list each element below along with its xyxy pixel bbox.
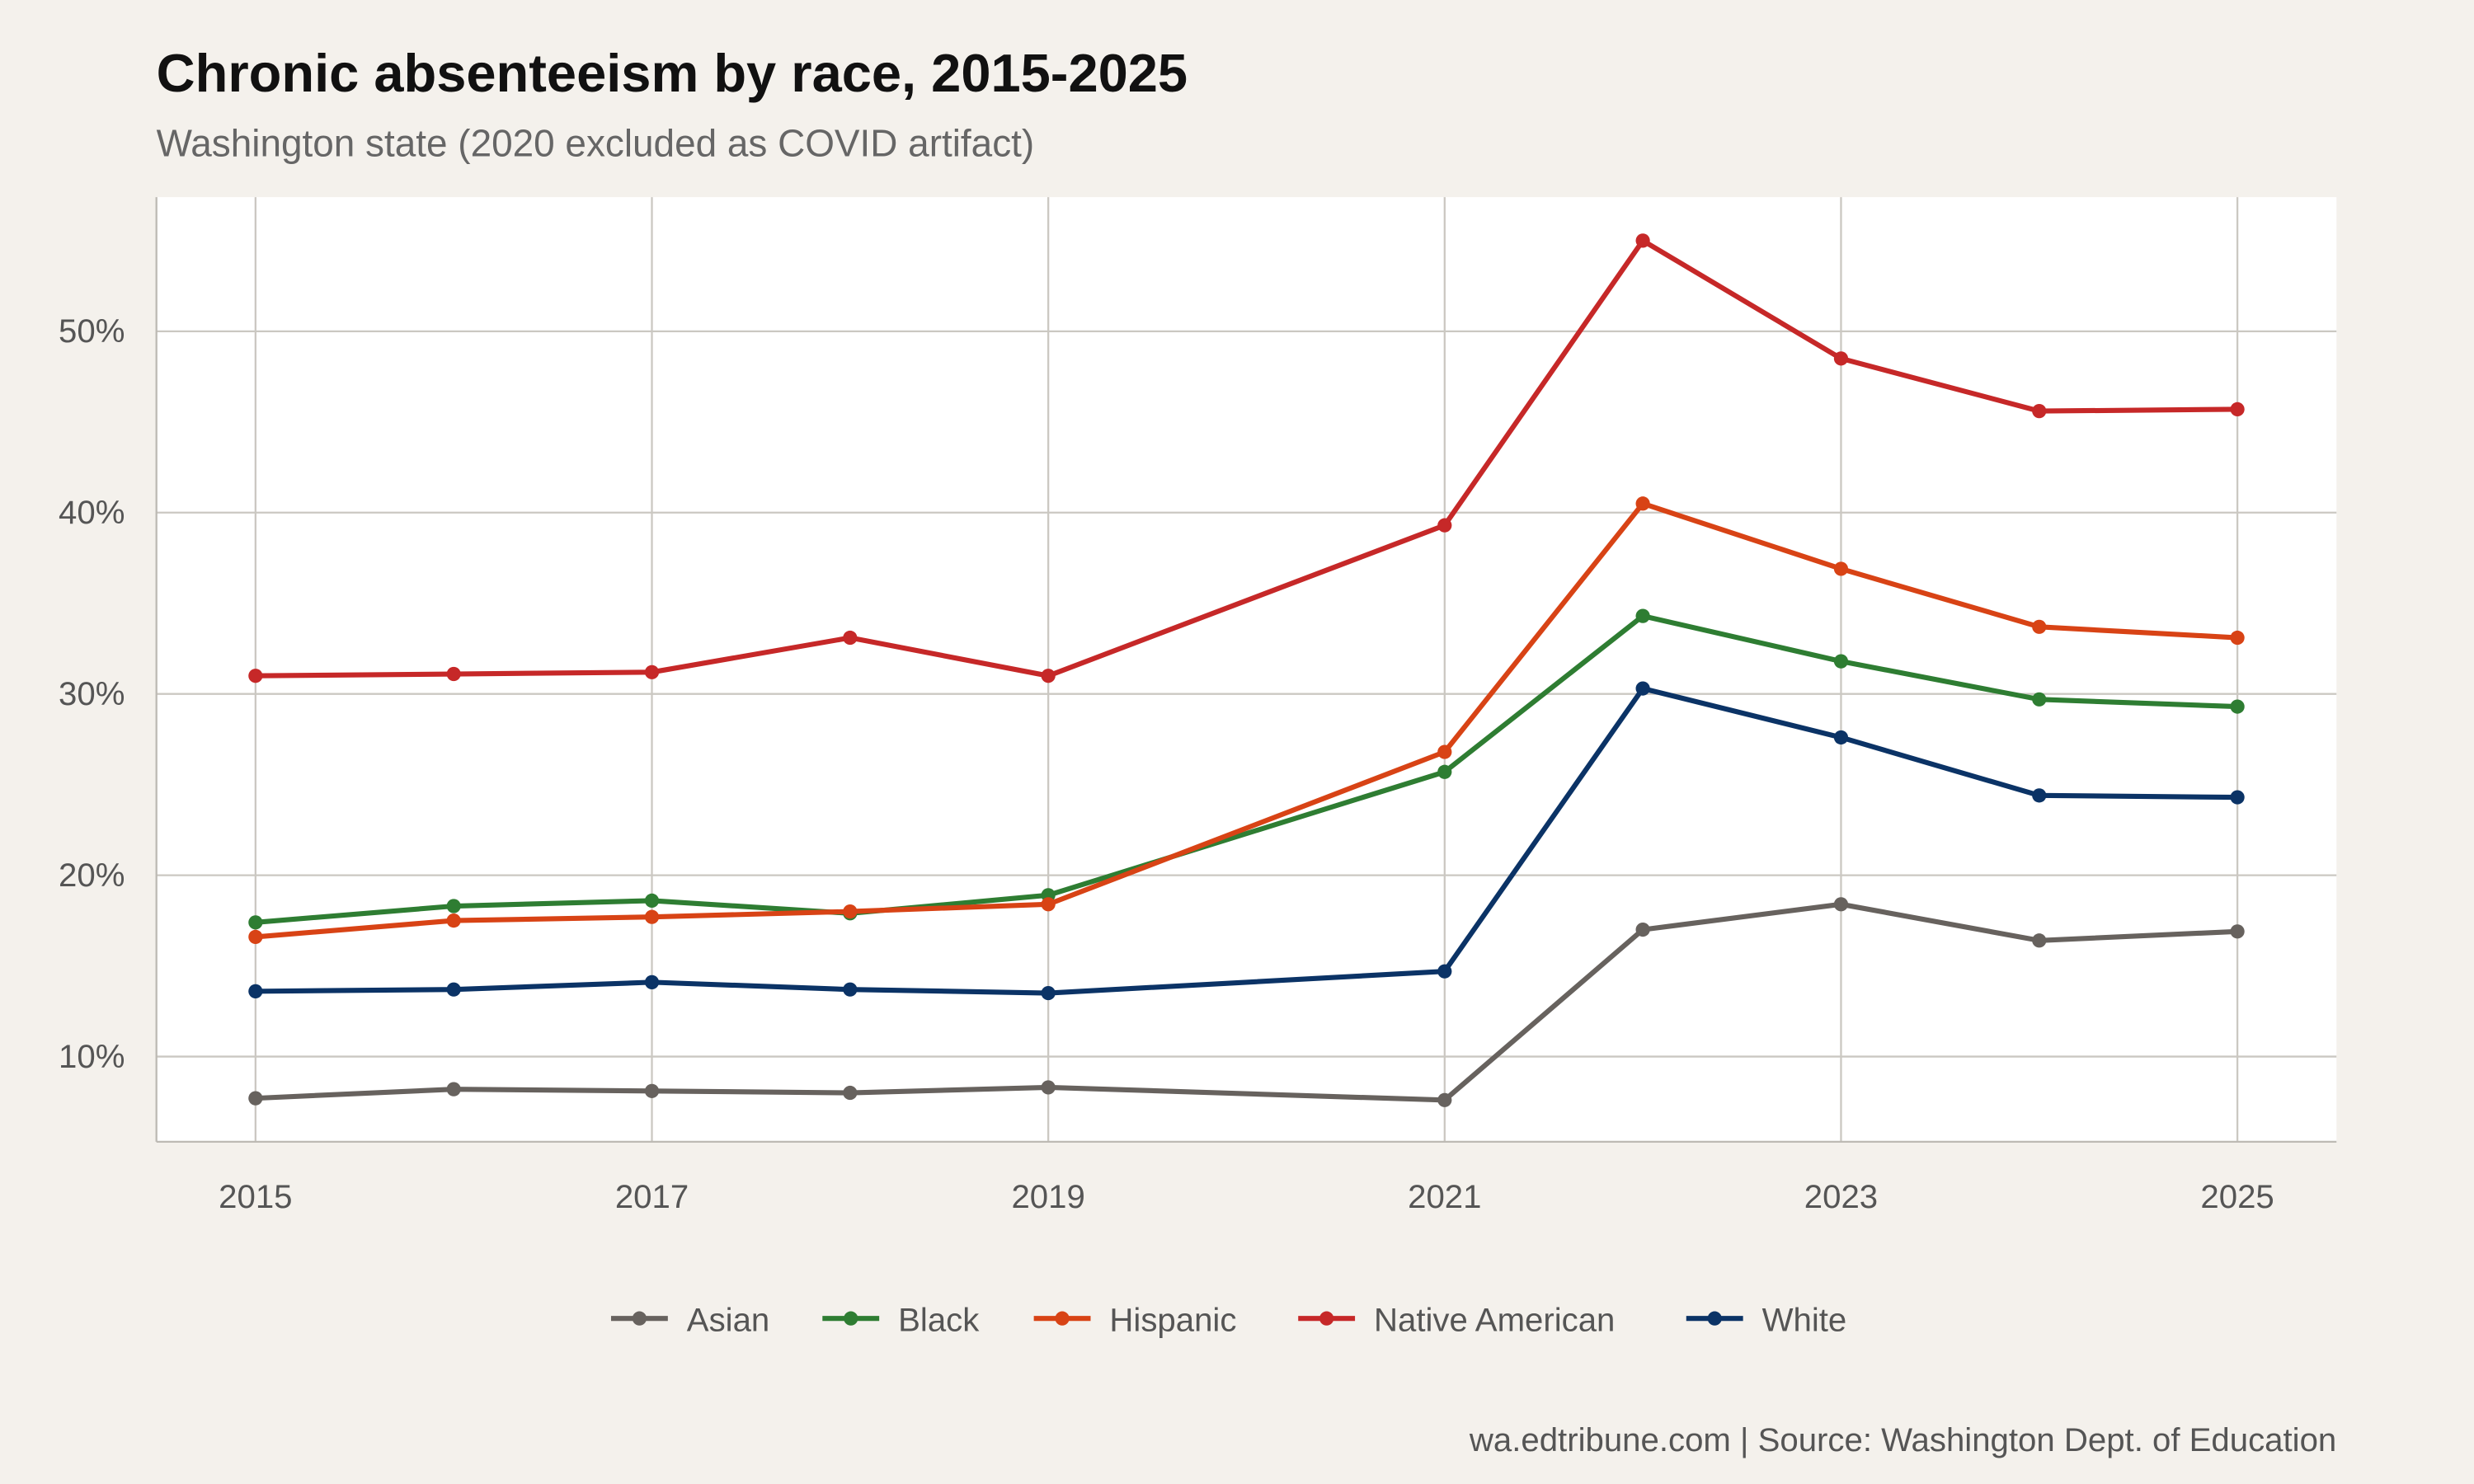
data-point	[446, 982, 461, 997]
legend-item: Native American	[1298, 1301, 1615, 1338]
series-black	[248, 608, 2245, 930]
data-point	[446, 666, 461, 682]
data-point	[644, 1083, 660, 1098]
series-native-american	[248, 233, 2245, 683]
x-tick-label: 2019	[1011, 1178, 1084, 1215]
data-point	[446, 899, 461, 913]
chart-subtitle: Washington state (2020 excluded as COVID…	[157, 121, 1035, 164]
x-tick-label: 2021	[1408, 1178, 1481, 1215]
series-line	[255, 237, 2238, 679]
data-point	[1833, 730, 1849, 745]
data-point	[2230, 790, 2245, 805]
data-point	[1635, 233, 1650, 248]
legend-label: Hispanic	[1109, 1301, 1236, 1338]
legend-label: Asian	[687, 1301, 769, 1338]
data-point	[1635, 922, 1650, 937]
data-point	[2032, 933, 2047, 948]
legend: Asian Black Hispanic Native American White	[610, 1301, 1846, 1338]
legend-item: Asian	[610, 1301, 769, 1338]
data-point	[2230, 924, 2245, 939]
series-line	[255, 686, 2238, 996]
legend-key-point	[1319, 1311, 1334, 1326]
data-point	[248, 984, 263, 998]
series-line	[255, 613, 2238, 925]
data-point	[1833, 561, 1849, 576]
legend-label: Native American	[1374, 1301, 1615, 1338]
data-point	[843, 982, 858, 997]
gridlines	[156, 197, 2337, 1142]
x-tick-label: 2025	[2200, 1178, 2274, 1215]
x-tick-label: 2017	[615, 1178, 689, 1215]
data-point	[2032, 788, 2047, 803]
data-point	[1833, 351, 1849, 366]
x-tick-label: 2023	[1804, 1178, 1878, 1215]
legend-key-point	[844, 1311, 858, 1326]
legend-key-point	[1707, 1311, 1722, 1326]
data-point	[644, 665, 660, 679]
y-tick-label: 10%	[59, 1038, 125, 1075]
data-point	[843, 630, 858, 646]
data-point	[248, 929, 263, 945]
data-point	[2032, 692, 2047, 707]
legend-item: White	[1686, 1301, 1846, 1338]
data-point	[1437, 764, 1452, 779]
legend-key-point	[1055, 1311, 1070, 1326]
series-asian	[248, 897, 2245, 1107]
series-hispanic	[248, 496, 2245, 945]
y-tick-label: 30%	[59, 675, 125, 712]
data-point	[1437, 518, 1452, 533]
legend-label: White	[1762, 1301, 1847, 1338]
data-point	[446, 913, 461, 928]
series-line	[255, 500, 2238, 940]
data-point	[1437, 744, 1452, 759]
data-point	[1635, 681, 1650, 696]
data-point	[1833, 654, 1849, 669]
data-point	[248, 669, 263, 683]
legend-key-point	[632, 1311, 647, 1326]
data-point	[1041, 1080, 1056, 1095]
y-tick-label: 50%	[59, 312, 125, 350]
legend-item: Hispanic	[1033, 1301, 1236, 1338]
data-point	[446, 1082, 461, 1097]
data-point	[1635, 496, 1650, 511]
axes: 10% 20% 30% 40% 50% 2015 2017 2019 2021 2023 2025	[59, 197, 2337, 1215]
data-point	[248, 915, 263, 930]
y-tick-label: 40%	[59, 494, 125, 531]
data-point	[2230, 699, 2245, 714]
chart-caption: wa.edtribune.com | Source: Washington De…	[1469, 1421, 2336, 1458]
data-point	[1635, 608, 1650, 623]
data-point	[2032, 404, 2047, 419]
series-line	[255, 901, 2238, 1103]
data-point	[1041, 669, 1056, 683]
data-point	[843, 904, 858, 919]
data-point	[644, 974, 660, 989]
series-white	[248, 681, 2245, 1001]
y-tick-label: 20%	[59, 857, 125, 894]
data-point	[248, 1091, 263, 1106]
data-point	[644, 909, 660, 924]
data-point	[2032, 619, 2047, 634]
data-point	[1041, 897, 1056, 912]
data-point	[644, 893, 660, 909]
data-point	[1833, 897, 1849, 912]
data-point	[2230, 630, 2245, 646]
plot-panel	[156, 197, 2337, 1142]
series-group	[248, 233, 2245, 1107]
data-point	[2230, 402, 2245, 417]
data-point	[1437, 964, 1452, 979]
x-tick-label: 2015	[219, 1178, 292, 1215]
data-point	[1437, 1092, 1452, 1107]
data-point	[1041, 985, 1056, 1001]
legend-label: Black	[898, 1301, 980, 1338]
data-point	[843, 1085, 858, 1101]
chart-title: Chronic absenteeism by race, 2015-2025	[157, 43, 1188, 103]
legend-item: Black	[822, 1301, 980, 1338]
